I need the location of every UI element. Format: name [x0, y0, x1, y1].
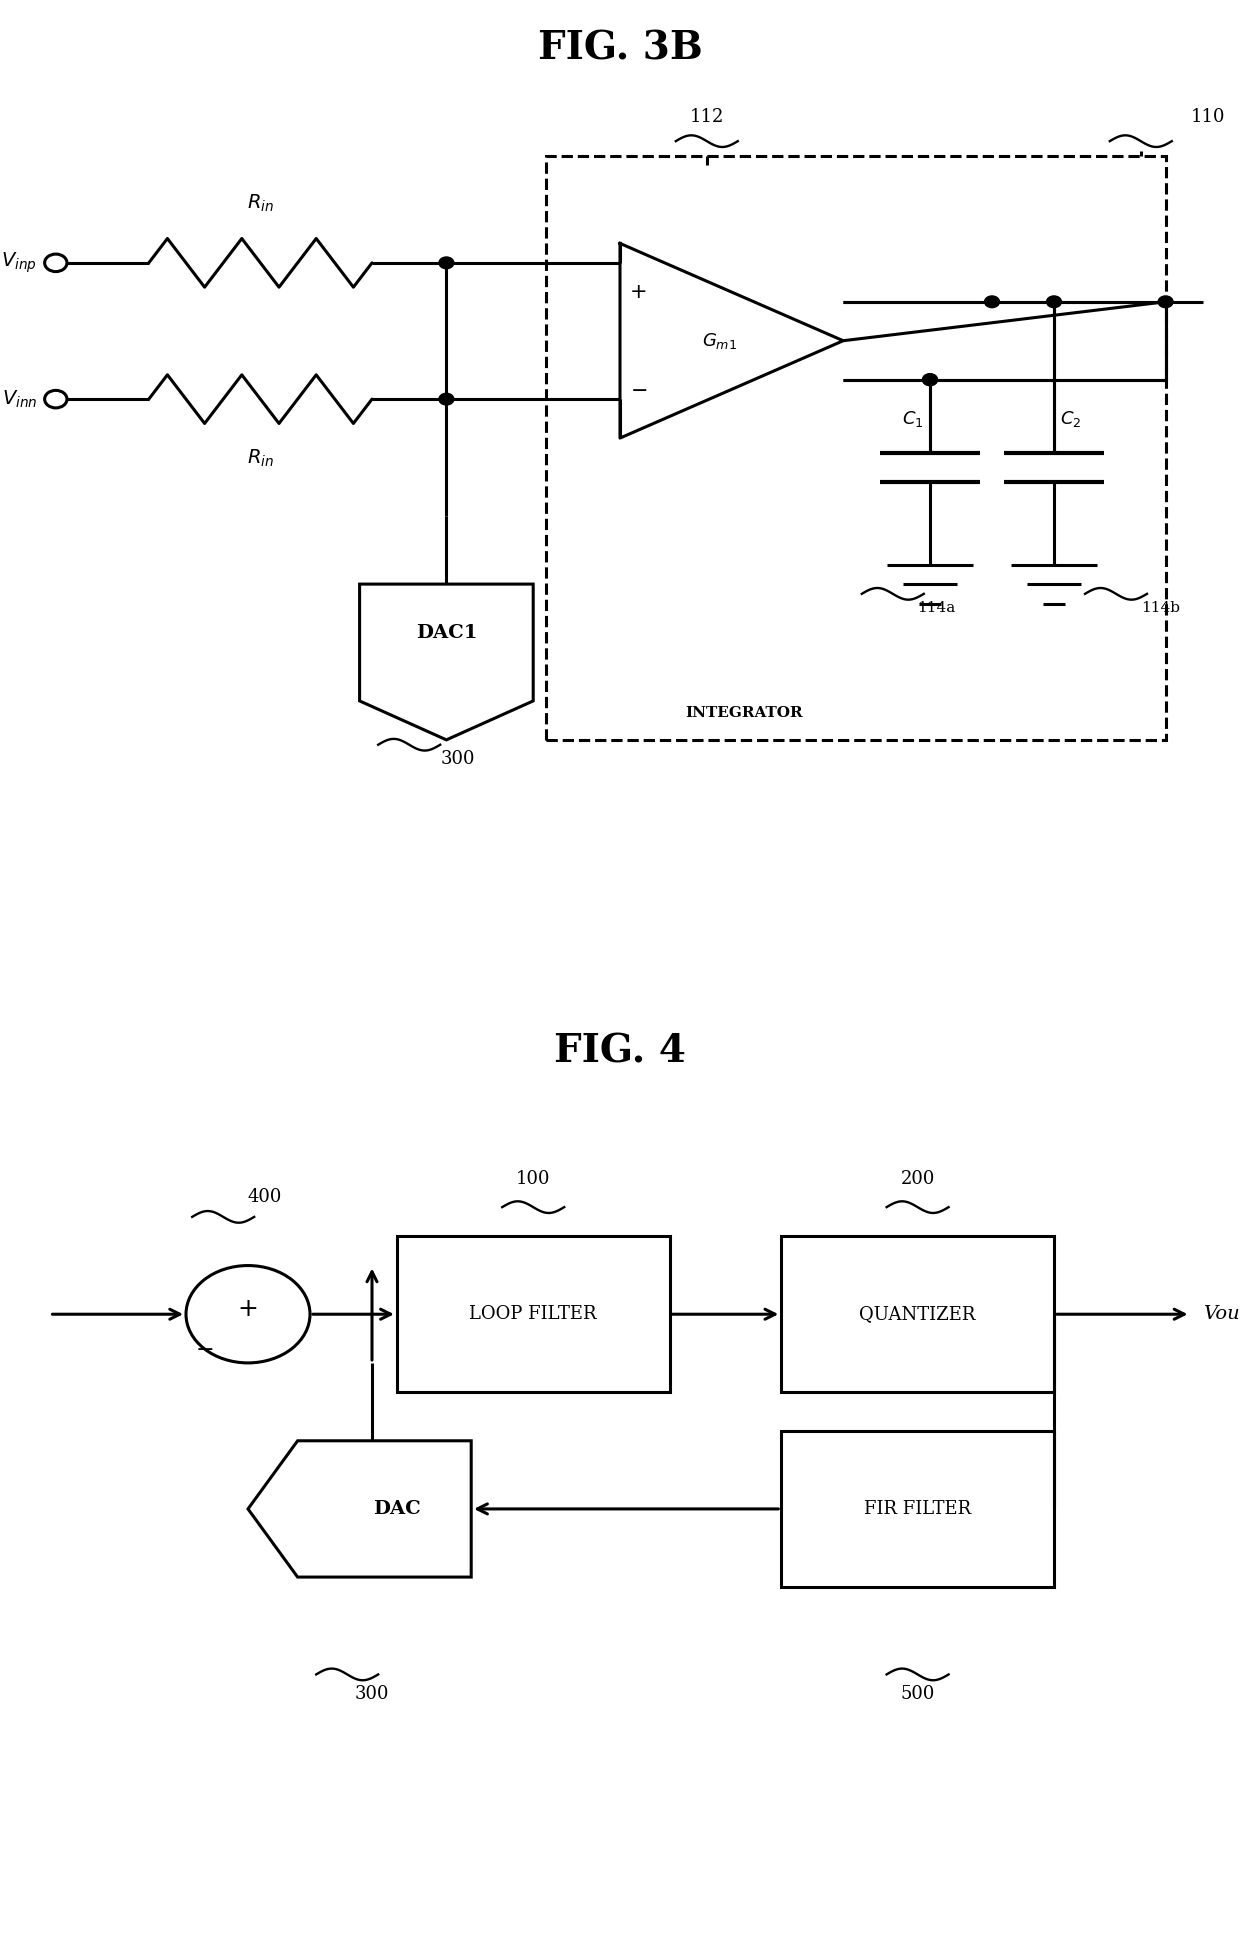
- Bar: [781, 1431, 1054, 1587]
- Circle shape: [1158, 296, 1173, 308]
- Circle shape: [923, 374, 937, 386]
- Circle shape: [923, 374, 937, 386]
- Text: 200: 200: [900, 1170, 935, 1188]
- Circle shape: [439, 257, 454, 269]
- Text: LOOP FILTER: LOOP FILTER: [470, 1304, 596, 1324]
- Text: 300: 300: [355, 1684, 389, 1704]
- Circle shape: [439, 393, 454, 405]
- Text: FIG. 4: FIG. 4: [554, 1032, 686, 1071]
- Bar: [546, 156, 1166, 740]
- Text: $C_1$: $C_1$: [903, 409, 924, 428]
- Text: QUANTIZER: QUANTIZER: [859, 1304, 976, 1324]
- Text: INTEGRATOR: INTEGRATOR: [686, 707, 802, 720]
- Text: 110: 110: [1190, 107, 1225, 127]
- Text: FIG. 3B: FIG. 3B: [538, 29, 702, 68]
- Text: $R_{in}$: $R_{in}$: [247, 448, 274, 469]
- Text: 500: 500: [900, 1684, 935, 1704]
- Text: Vout: Vout: [1203, 1304, 1240, 1324]
- Polygon shape: [248, 1441, 471, 1577]
- Text: +: +: [238, 1297, 258, 1322]
- Text: $-$: $-$: [196, 1338, 213, 1359]
- Text: 300: 300: [440, 750, 475, 769]
- Text: 114b: 114b: [1141, 602, 1179, 615]
- Bar: [781, 1236, 1054, 1392]
- Text: 112: 112: [689, 107, 724, 127]
- Bar: [397, 1236, 670, 1392]
- Text: 100: 100: [516, 1170, 551, 1188]
- Text: $V_{inp}$: $V_{inp}$: [1, 251, 37, 275]
- Text: DAC: DAC: [373, 1499, 420, 1519]
- Text: 114a: 114a: [918, 602, 956, 615]
- Text: +: +: [630, 282, 647, 302]
- Text: $G_{m1}$: $G_{m1}$: [702, 331, 737, 350]
- Circle shape: [1047, 296, 1061, 308]
- Text: 400: 400: [248, 1188, 283, 1207]
- Text: $-$: $-$: [630, 380, 647, 399]
- Text: $C_2$: $C_2$: [1060, 409, 1081, 428]
- Text: DAC1: DAC1: [415, 623, 477, 643]
- Circle shape: [985, 296, 999, 308]
- Text: $R_{in}$: $R_{in}$: [247, 193, 274, 214]
- Text: FIR FILTER: FIR FILTER: [864, 1499, 971, 1519]
- Text: $V_{inn}$: $V_{inn}$: [1, 389, 37, 409]
- Polygon shape: [360, 584, 533, 740]
